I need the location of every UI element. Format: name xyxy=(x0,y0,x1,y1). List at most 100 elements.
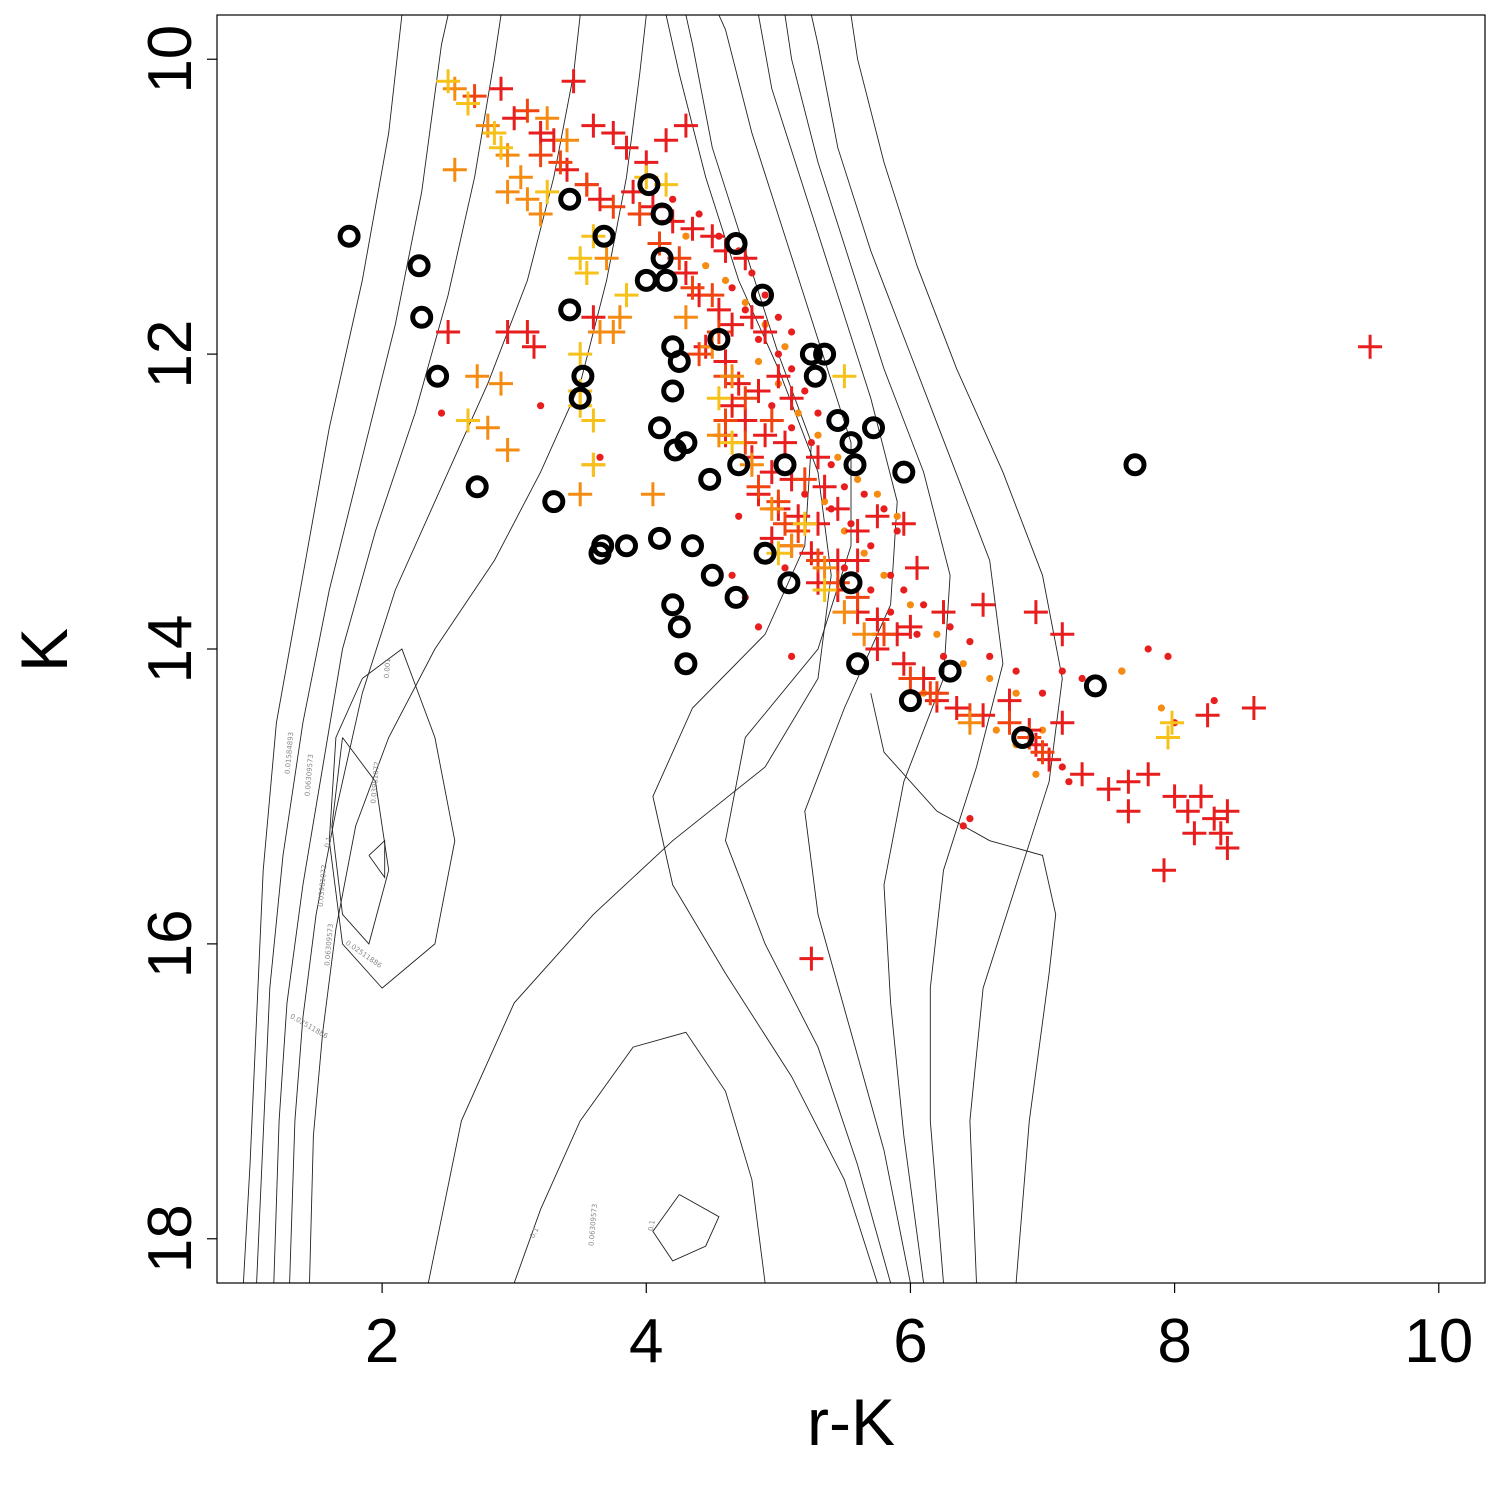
plus-marker xyxy=(1152,858,1176,883)
plus-marker xyxy=(766,364,791,389)
plus-marker xyxy=(489,76,513,101)
plus-marker xyxy=(746,379,771,403)
plus-marker xyxy=(792,467,817,492)
x-axis-title: r-K xyxy=(807,1385,895,1459)
contour-line xyxy=(242,15,403,1283)
y-tick-label: 10 xyxy=(136,25,205,94)
plus-marker xyxy=(779,533,804,558)
plus-marker xyxy=(1096,777,1121,802)
plus-marker xyxy=(1156,725,1180,750)
dot-marker xyxy=(906,601,915,609)
plus-marker xyxy=(535,179,560,204)
circle-marker xyxy=(426,364,450,388)
plus-marker xyxy=(581,408,606,433)
dot-marker xyxy=(900,586,908,594)
circle-marker xyxy=(410,305,434,329)
dot-marker xyxy=(741,306,749,314)
dot-marker xyxy=(437,409,446,417)
dot-marker xyxy=(781,564,789,572)
plus-marker xyxy=(495,438,520,462)
plus-marker xyxy=(673,113,698,138)
plus-marker xyxy=(522,334,546,359)
dot-marker xyxy=(774,350,783,358)
dot-marker xyxy=(537,402,545,410)
dot-marker xyxy=(1118,667,1126,675)
circle-marker xyxy=(667,350,691,373)
circle-marker xyxy=(1083,674,1107,698)
plus-marker xyxy=(482,121,507,145)
plus-marker xyxy=(746,474,771,499)
plus-marker xyxy=(865,637,890,661)
dot-marker xyxy=(774,313,783,321)
plus-marker xyxy=(700,283,725,308)
dot-marker xyxy=(867,586,875,594)
plus-marker xyxy=(706,386,731,411)
plus-marker xyxy=(601,194,626,219)
circle-marker xyxy=(407,254,431,278)
contour-line xyxy=(652,15,878,1283)
contour-line xyxy=(309,15,647,1283)
circle-marker xyxy=(681,534,704,558)
plus-marker xyxy=(568,246,593,271)
plus-marker xyxy=(1030,740,1055,765)
dot-marker xyxy=(893,512,901,520)
dot-marker xyxy=(761,291,769,299)
dot-marker xyxy=(702,262,710,270)
contour-level-label: 0.001 xyxy=(383,658,393,679)
dot-marker xyxy=(801,387,809,395)
plus-marker xyxy=(898,666,923,691)
plus-marker xyxy=(806,445,830,470)
contour-line xyxy=(513,1031,766,1283)
plus-marker xyxy=(601,320,626,344)
circle-marker xyxy=(615,534,638,558)
dot-marker xyxy=(728,284,736,292)
dot-marker xyxy=(827,461,835,469)
contour-level-label: 0.1 xyxy=(647,1219,657,1231)
contour-line xyxy=(256,15,449,1283)
dot-marker xyxy=(814,409,822,417)
plus-marker xyxy=(852,622,877,647)
x-tick-label: 10 xyxy=(1404,1307,1473,1376)
circle-marker xyxy=(843,453,867,477)
plus-marker xyxy=(574,172,599,197)
dot-marker xyxy=(768,402,776,410)
plus-marker xyxy=(581,113,606,138)
plus-marker xyxy=(528,202,553,226)
y-tick-label: 14 xyxy=(136,615,205,684)
contour-line xyxy=(328,648,456,989)
dot-marker xyxy=(814,431,822,439)
plus-marker xyxy=(581,305,606,330)
plus-marker xyxy=(680,216,705,241)
plus-marker xyxy=(515,187,540,212)
dot-marker xyxy=(880,571,888,579)
dot-marker xyxy=(946,623,954,631)
contour-level-label: 0.03981072 xyxy=(317,864,329,907)
contour-line xyxy=(850,15,1063,1283)
plus-marker xyxy=(673,305,698,330)
contour-level-label: 0.01584893 xyxy=(284,732,296,775)
circle-marker xyxy=(1123,453,1147,477)
plus-marker xyxy=(1215,836,1240,860)
circle-marker xyxy=(542,490,566,514)
circle-marker xyxy=(568,386,592,410)
dot-marker xyxy=(1065,778,1073,786)
dot-marker xyxy=(966,638,974,646)
dot-marker xyxy=(860,549,868,557)
contour-line xyxy=(810,15,1004,1283)
dot-marker xyxy=(754,335,763,343)
dot-marker xyxy=(821,498,829,506)
dot-marker xyxy=(966,815,974,823)
circle-marker xyxy=(892,460,916,484)
dot-marker xyxy=(1038,726,1047,734)
dot-marker xyxy=(887,571,895,579)
dot-marker xyxy=(893,527,901,535)
dot-marker xyxy=(807,439,816,447)
plus-marker xyxy=(456,91,480,116)
plus-marker xyxy=(706,297,731,322)
plus-marker xyxy=(456,408,480,433)
dot-marker xyxy=(1157,704,1165,712)
plus-marker xyxy=(489,371,513,396)
plus-marker xyxy=(1162,784,1187,809)
contour-level-label: 0.06309573 xyxy=(323,923,335,966)
dot-marker xyxy=(992,726,1000,734)
